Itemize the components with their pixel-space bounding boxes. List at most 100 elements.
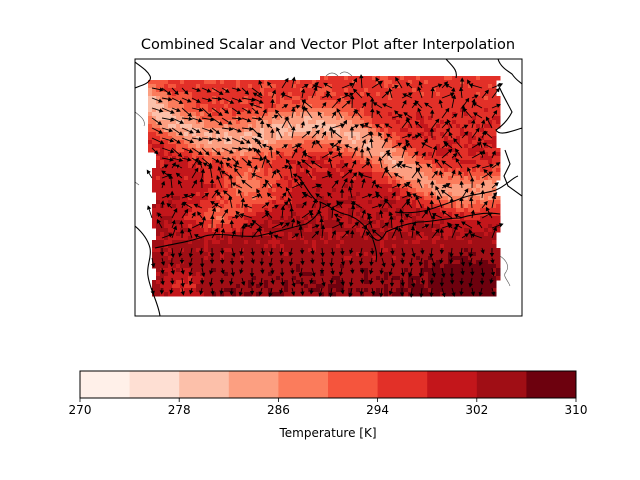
field-cell bbox=[232, 148, 237, 153]
field-cell bbox=[208, 168, 213, 173]
field-cell bbox=[460, 96, 465, 101]
field-cell bbox=[404, 148, 409, 153]
field-cell bbox=[392, 152, 397, 157]
field-cell bbox=[192, 144, 197, 149]
field-cell bbox=[252, 196, 257, 201]
field-cell bbox=[184, 104, 189, 109]
field-cell bbox=[248, 188, 253, 193]
field-cell bbox=[184, 172, 189, 177]
field-cell bbox=[160, 144, 165, 149]
field-cell bbox=[296, 172, 301, 177]
field-cell bbox=[304, 256, 309, 261]
field-cell bbox=[352, 132, 357, 137]
field-cell bbox=[244, 260, 249, 265]
field-cell bbox=[488, 124, 493, 129]
field-cell bbox=[380, 112, 385, 117]
field-cell bbox=[288, 132, 293, 137]
field-cell bbox=[200, 176, 205, 181]
field-cell bbox=[404, 156, 409, 161]
field-cell bbox=[412, 260, 417, 265]
field-cell bbox=[316, 172, 321, 177]
field-cell bbox=[164, 232, 169, 237]
field-cell bbox=[332, 104, 337, 109]
field-cell bbox=[324, 112, 329, 117]
field-cell bbox=[180, 284, 185, 289]
field-cell bbox=[284, 124, 289, 129]
vector-arrowhead bbox=[322, 101, 327, 107]
field-cell bbox=[276, 136, 281, 141]
field-cell bbox=[208, 144, 213, 149]
field-cell bbox=[176, 176, 181, 181]
field-cell bbox=[324, 244, 329, 249]
field-cell bbox=[300, 176, 305, 181]
field-cell bbox=[172, 144, 177, 149]
field-cell bbox=[156, 288, 161, 293]
field-cell bbox=[312, 220, 317, 225]
field-cell bbox=[384, 272, 389, 277]
field-cell bbox=[476, 76, 481, 81]
field-cell bbox=[388, 268, 393, 273]
field-cell bbox=[384, 220, 389, 225]
field-cell bbox=[156, 140, 161, 145]
field-cell bbox=[224, 124, 229, 129]
field-cell bbox=[392, 228, 397, 233]
field-cell bbox=[356, 144, 361, 149]
field-cell bbox=[392, 256, 397, 261]
field-cell bbox=[496, 220, 501, 225]
field-cell bbox=[396, 132, 401, 137]
field-cell bbox=[268, 256, 273, 261]
field-cell bbox=[156, 136, 161, 141]
field-cell bbox=[300, 244, 305, 249]
field-cell bbox=[448, 124, 453, 129]
field-cell bbox=[388, 288, 393, 293]
field-cell bbox=[180, 292, 185, 297]
field-cell bbox=[388, 260, 393, 265]
field-cell bbox=[368, 80, 373, 85]
field-cell bbox=[344, 160, 349, 165]
field-cell bbox=[380, 240, 385, 245]
field-cell bbox=[292, 216, 297, 221]
field-cell bbox=[260, 200, 265, 205]
field-cell bbox=[248, 100, 253, 105]
field-cell bbox=[376, 188, 381, 193]
field-cell bbox=[344, 284, 349, 289]
field-cell bbox=[272, 236, 277, 241]
field-cell bbox=[396, 196, 401, 201]
field-cell bbox=[324, 216, 329, 221]
field-cell bbox=[172, 112, 177, 117]
field-cell bbox=[228, 184, 233, 189]
field-cell bbox=[416, 136, 421, 141]
field-cell bbox=[304, 156, 309, 161]
field-cell bbox=[364, 80, 369, 85]
field-cell bbox=[192, 236, 197, 241]
field-cell bbox=[316, 104, 321, 109]
field-cell bbox=[428, 284, 433, 289]
field-cell bbox=[428, 104, 433, 109]
field-cell bbox=[416, 252, 421, 257]
field-cell bbox=[444, 172, 449, 177]
field-cell bbox=[320, 172, 325, 177]
field-cell bbox=[376, 208, 381, 213]
field-cell bbox=[472, 256, 477, 261]
field-cell bbox=[272, 276, 277, 281]
field-cell bbox=[304, 276, 309, 281]
field-cell bbox=[420, 140, 425, 145]
field-cell bbox=[396, 188, 401, 193]
field-cell bbox=[284, 252, 289, 257]
field-cell bbox=[480, 152, 485, 157]
field-cell bbox=[368, 172, 373, 177]
field-cell bbox=[252, 124, 257, 129]
field-cell bbox=[208, 188, 213, 193]
field-cell bbox=[188, 260, 193, 265]
field-cell bbox=[308, 140, 313, 145]
field-cell bbox=[408, 96, 413, 101]
field-cell bbox=[424, 292, 429, 297]
vector-arrowhead bbox=[336, 97, 342, 103]
field-cell bbox=[164, 280, 169, 285]
field-cell bbox=[272, 112, 277, 117]
field-cell bbox=[312, 172, 317, 177]
field-cell bbox=[236, 124, 241, 129]
field-cell bbox=[416, 288, 421, 293]
field-cell bbox=[160, 264, 165, 269]
field-cell bbox=[492, 132, 497, 137]
